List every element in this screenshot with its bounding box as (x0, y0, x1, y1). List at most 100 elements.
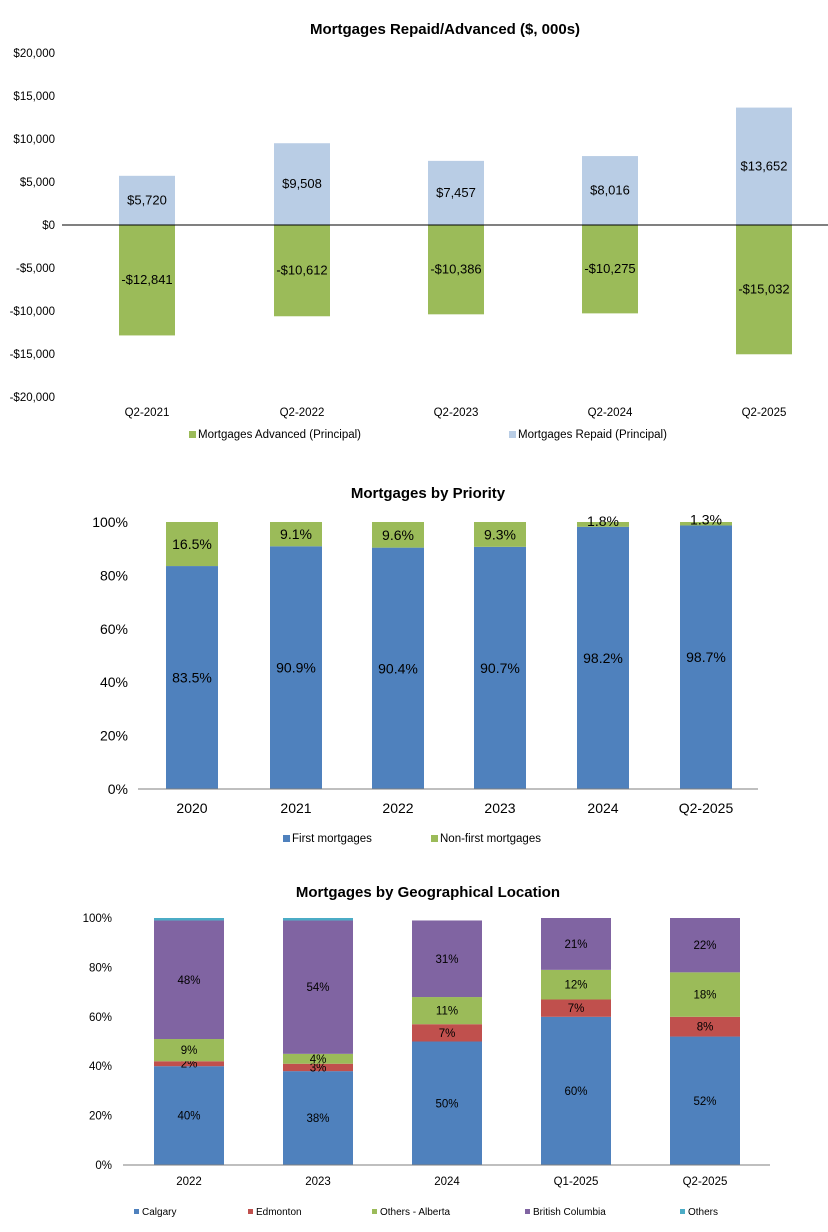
chart-3-data-label: 8% (697, 1022, 714, 1034)
chart-3-bar (412, 1041, 482, 1165)
chart-1-x-tick: Q2-2025 (742, 407, 787, 419)
chart-1-data-label: $5,720 (127, 192, 167, 207)
chart-2-data-label: 83.5% (172, 670, 212, 686)
chart-3-x-tick: 2022 (176, 1176, 202, 1188)
chart-2-y-tick: 40% (100, 674, 128, 690)
chart-2-bar (474, 546, 526, 789)
chart-3-bar (541, 918, 611, 970)
chart-2-data-label: 9.1% (280, 526, 312, 542)
chart-3-data-label: 7% (568, 1003, 585, 1015)
chart-1-bar (582, 225, 638, 314)
chart-3-legend-label: Calgary (142, 1207, 176, 1218)
chart-1-bar (119, 225, 175, 336)
chart-1-x-tick: Q2-2021 (125, 407, 170, 419)
chart-2-bar (270, 522, 322, 547)
chart-2-title: Mortgages by Priority (351, 485, 506, 502)
chart-3-bar (412, 1024, 482, 1042)
chart-1-bar (428, 160, 484, 225)
chart-3-legend-label: Edmonton (256, 1207, 302, 1218)
chart-3-bar (154, 920, 224, 1040)
chart-3-data-label: 3% (310, 1062, 327, 1074)
chart-1-title: Mortgages Repaid/Advanced ($, 000s) (310, 21, 580, 38)
chart-2-bar (680, 525, 732, 789)
chart-2-y-tick: 20% (100, 728, 128, 744)
chart-2-data-label: 98.7% (686, 649, 726, 665)
chart-3-data-label: 31% (435, 954, 458, 966)
chart-3-bar (541, 999, 611, 1017)
chart-3-bar (412, 920, 482, 998)
chart-2-x-tick: Q2-2025 (679, 800, 734, 816)
chart-2-data-label: 90.9% (276, 660, 316, 676)
chart-1-y-tick: $10,000 (13, 134, 55, 146)
chart-3-legend-swatch (134, 1209, 139, 1214)
chart-3-x-tick: 2023 (305, 1176, 331, 1188)
chart-3-data-label: 7% (439, 1028, 456, 1040)
chart-3-legend-swatch (680, 1209, 685, 1214)
chart-3-y-tick: 100% (83, 913, 112, 925)
chart-1-legend-label: Mortgages Repaid (Principal) (518, 429, 667, 441)
chart-1-legend-label: Mortgages Advanced (Principal) (198, 429, 361, 441)
chart-1-x-tick: Q2-2022 (280, 407, 325, 419)
chart-3-bar (283, 918, 353, 921)
chart-3-data-label: 2% (181, 1059, 198, 1071)
chart-2-bar (372, 522, 424, 548)
chart-2-data-label: 90.7% (480, 660, 520, 676)
chart-2-data-label: 9.6% (382, 527, 414, 543)
chart-2-data-label: 1.3% (690, 511, 722, 527)
chart-2-bar (577, 526, 629, 789)
chart-1-bar (736, 225, 792, 355)
chart-2-data-label: 16.5% (172, 536, 212, 552)
chart-1-bar (736, 107, 792, 225)
chart-3-legend-swatch (372, 1209, 377, 1214)
chart-1-data-label: $8,016 (590, 183, 630, 198)
chart-2-bar (166, 566, 218, 789)
chart-3-data-label: 21% (564, 939, 587, 951)
chart-3-bar (670, 1036, 740, 1165)
chart-3-title: Mortgages by Geographical Location (296, 884, 560, 901)
chart-3-bar (670, 918, 740, 973)
chart-2-x-tick: 2020 (176, 800, 207, 816)
chart-3-data-label: 9% (181, 1045, 198, 1057)
chart-2-legend-swatch (283, 835, 290, 842)
chart-3-x-tick: Q2-2025 (683, 1176, 728, 1188)
chart-3-bar (154, 1066, 224, 1165)
chart-3-x-tick: 2024 (434, 1176, 460, 1188)
chart-1-bar (582, 156, 638, 225)
chart-3-data-label: 50% (435, 1098, 458, 1110)
chart-1-bar (428, 225, 484, 315)
chart-1-data-label: $13,652 (741, 158, 788, 173)
chart-3-data-label: 4% (310, 1054, 327, 1066)
chart-3-bar (283, 1063, 353, 1072)
chart-3-data-label: 54% (306, 982, 329, 994)
chart-1-data-label: $7,457 (436, 185, 476, 200)
chart-2-x-tick: 2021 (280, 800, 311, 816)
chart-3-legend-swatch (248, 1209, 253, 1214)
chart-1-y-tick: -$5,000 (16, 263, 55, 275)
chart-2-legend-label: First mortgages (292, 833, 372, 845)
chart-1-y-tick: -$20,000 (10, 392, 55, 404)
chart-1-x-tick: Q2-2024 (588, 407, 633, 419)
chart-3-bar (154, 1039, 224, 1062)
chart-3-bar (283, 920, 353, 1054)
chart-2-x-tick: 2022 (382, 800, 413, 816)
chart-3-y-tick: 40% (89, 1061, 112, 1073)
chart-3-data-label: 40% (177, 1111, 200, 1123)
chart-1-y-tick: $5,000 (20, 177, 55, 189)
chart-3-legend-swatch (525, 1209, 530, 1214)
chart-2-bar (680, 522, 732, 526)
chart-2-data-label: 98.2% (583, 650, 623, 666)
chart-1-data-label: -$10,386 (430, 262, 481, 277)
chart-3-y-tick: 0% (95, 1160, 112, 1172)
chart-3-bar (541, 969, 611, 1000)
chart-2-x-tick: 2023 (484, 800, 515, 816)
chart-2-bar (577, 522, 629, 527)
chart-2-bar (372, 547, 424, 789)
chart-2-y-tick: 100% (92, 514, 128, 530)
chart-2-legend-swatch (431, 835, 438, 842)
chart-1-bar (119, 175, 175, 225)
chart-1-data-label: -$12,841 (121, 272, 172, 287)
chart-3-data-label: 11% (436, 1006, 458, 1018)
chart-3-bar (283, 1053, 353, 1064)
chart-1-legend-swatch (509, 431, 516, 438)
